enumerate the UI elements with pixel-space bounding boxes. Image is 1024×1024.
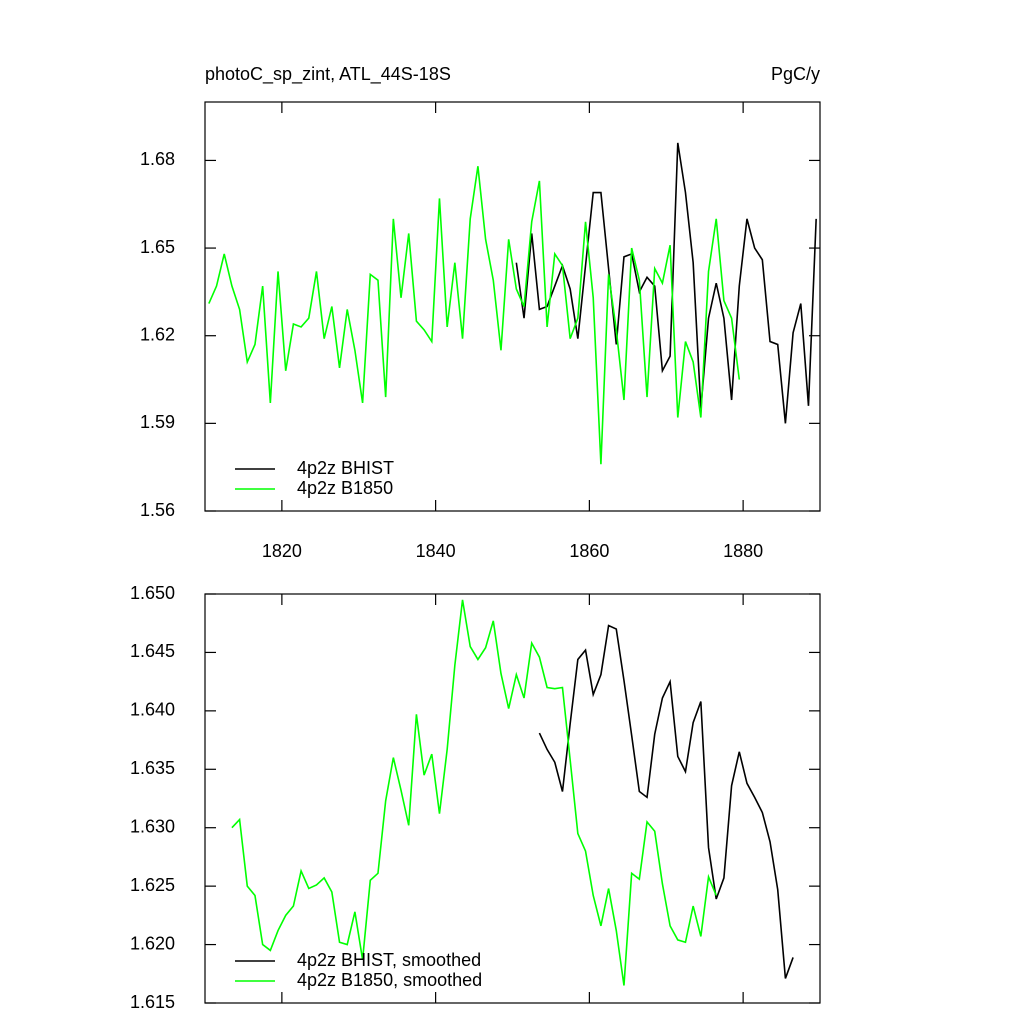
y-tick-label: 1.62 bbox=[140, 324, 175, 344]
plot-frame bbox=[204, 593, 821, 1004]
x-tick-label: 1860 bbox=[569, 541, 609, 561]
chart-title: photoC_sp_zint, ATL_44S-18S bbox=[205, 64, 451, 85]
y-tick-label: 1.625 bbox=[130, 875, 175, 895]
y-tick-label: 1.56 bbox=[140, 500, 175, 520]
y-tick-label: 1.68 bbox=[140, 149, 175, 169]
y-tick-label: 1.640 bbox=[130, 700, 175, 720]
series-line bbox=[208, 166, 741, 465]
y-tick-label: 1.65 bbox=[140, 237, 175, 257]
y-tick-label: 1.645 bbox=[130, 641, 175, 661]
series-line bbox=[231, 599, 717, 986]
legend-label: 4p2z BHIST bbox=[297, 458, 394, 478]
unit-label: PgC/y bbox=[771, 64, 820, 84]
y-tick-label: 1.650 bbox=[130, 583, 175, 603]
y-tick-label: 1.620 bbox=[130, 933, 175, 953]
x-tick-label: 1880 bbox=[723, 541, 763, 561]
x-tick-label: 1840 bbox=[416, 541, 456, 561]
y-tick-label: 1.630 bbox=[130, 816, 175, 836]
x-tick-label: 1820 bbox=[262, 541, 302, 561]
legend-label: 4p2z B1850 bbox=[297, 478, 393, 498]
legend-label: 4p2z B1850, smoothed bbox=[297, 970, 482, 990]
legend-label: 4p2z BHIST, smoothed bbox=[297, 950, 481, 970]
y-tick-label: 1.635 bbox=[130, 758, 175, 778]
series-line bbox=[538, 624, 794, 979]
y-tick-label: 1.59 bbox=[140, 412, 175, 432]
series-line bbox=[515, 142, 817, 424]
plot-frame bbox=[204, 101, 821, 512]
y-tick-label: 1.615 bbox=[130, 992, 175, 1012]
